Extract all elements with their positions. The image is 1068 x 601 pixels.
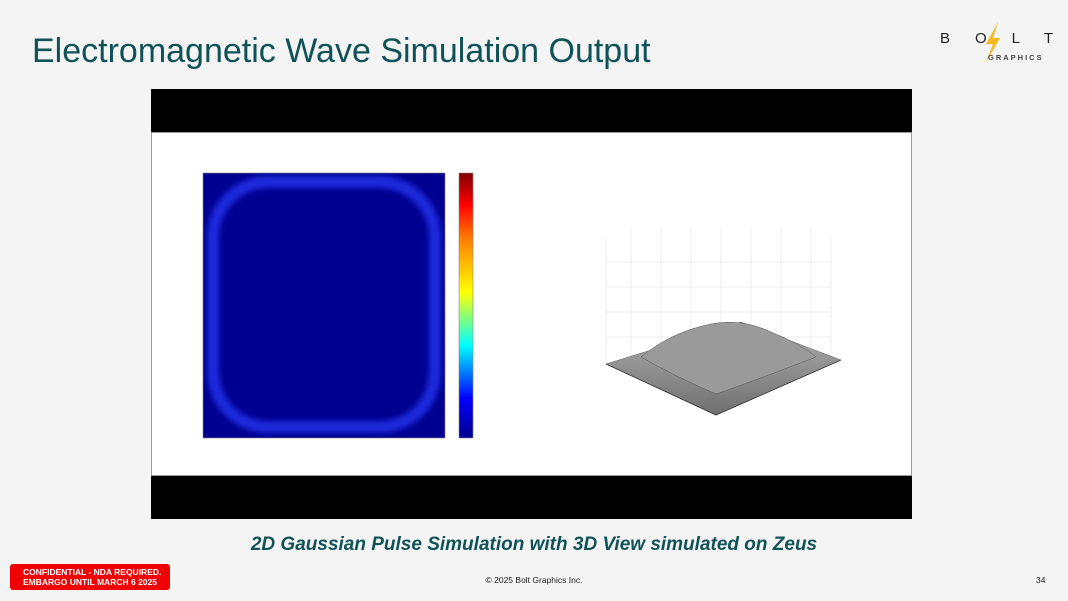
simulation-video[interactable]	[151, 89, 912, 519]
slide-title: Electromagnetic Wave Simulation Output	[32, 32, 651, 70]
logo-word: BOLT	[940, 30, 1068, 47]
heatmap-plot	[202, 172, 446, 439]
simulation-plots	[151, 132, 912, 476]
video-frame	[151, 132, 912, 476]
badge-line-2: EMBARGO UNTIL MARCH 6 2025	[23, 577, 157, 587]
logo-subtitle: GRAPHICS	[988, 53, 1044, 62]
bolt-graphics-logo: BOLT GRAPHICS	[930, 22, 1068, 72]
badge-line-1: CONFIDENTIAL - NDA REQUIRED.	[23, 567, 162, 577]
surface-3d-plot	[605, 227, 842, 416]
lightning-bolt-icon	[985, 22, 1000, 64]
colorbar	[458, 172, 474, 439]
copyright-text: © 2025 Bolt Graphics Inc.	[485, 575, 583, 585]
slide-caption: 2D Gaussian Pulse Simulation with 3D Vie…	[250, 534, 818, 555]
page-number: 34	[1036, 575, 1046, 585]
confidential-badge: CONFIDENTIAL - NDA REQUIRED. EMBARGO UNT…	[10, 564, 170, 590]
